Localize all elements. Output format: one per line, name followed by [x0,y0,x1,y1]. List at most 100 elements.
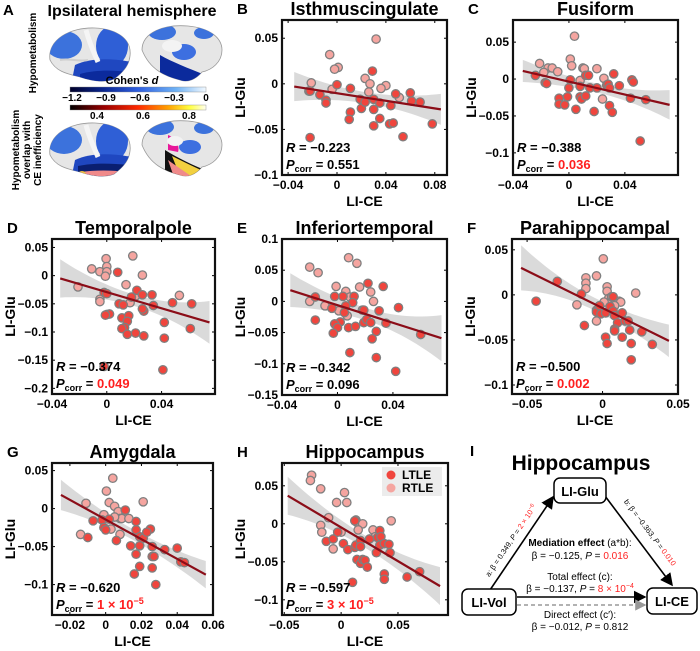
y-tick-label: −0.05 [478,333,509,347]
data-point-ltle [117,323,127,334]
data-point-rtle [329,64,340,75]
p-equals: = [312,377,327,392]
plot-area [60,473,207,590]
data-point-rtle [107,473,118,484]
data-point-rtle [121,279,131,290]
colorbar-blue-tick: 0 [203,93,209,104]
p-equals: = [542,376,557,391]
data-point-rtle [352,258,362,269]
regression-line [520,266,670,342]
data-point-ltle [338,291,348,302]
plot-area [522,31,670,146]
colorbar-blue-tick: −0.3 [164,93,184,104]
y-tick-label: 0.05 [255,31,279,45]
y-tick-label: 0.05 [486,35,510,49]
data-point-rtle [592,63,602,74]
mediation-effect-suffix: (a*b): [604,538,631,549]
y-tick-label: 0.05 [25,240,49,254]
x-tick-label: 0.04 [166,618,190,632]
data-point-rtle [353,525,364,535]
axes-box [280,461,450,617]
data-point-ltle [374,113,385,124]
p-equals: = [543,157,558,172]
legend-label-rtle: RTLE [402,481,433,495]
p-exponent: −5 [134,596,144,606]
data-point-ltle [571,104,581,115]
p-label: P [56,376,65,391]
x-axis-label: LI-CE [346,193,383,209]
r-label: R [286,360,296,375]
data-point-rtle [534,58,545,69]
data-point-ltle [371,352,382,363]
data-point-ltle [328,534,339,544]
colorbar-blue [69,86,207,93]
data-point-rtle [386,515,397,526]
scatter-panel-f: F Parahippocampal −0.05 0 0.05 0.05 0 −0.05 −0.1… [462,218,690,428]
chart-title: Isthmuscingulate [290,0,438,19]
data-point-rtle [363,87,374,97]
data-point-rtle [313,267,323,278]
data-point-rtle [569,31,580,42]
y-tick-label: −0.1 [484,378,508,392]
data-point-rtle [86,264,97,274]
scatter-panel-d: D Temporalpole −0.04 0 0.04 0.05 0 −0.05 −0.1 −0.… [2,218,217,428]
data-point-rtle [315,483,326,494]
mediation-effect-stats: β = −0.125, P = 0.016 [532,551,629,562]
panel-letter-a: A [3,2,14,19]
y-tick-label: −0.1 [485,146,509,160]
mediation-effect-beta: β = −0.125, [532,551,586,562]
x-tick-label: −0.04 [498,178,529,192]
data-point-ltle [345,83,356,94]
x-tick-label: 0 [599,397,606,411]
y-axis-label: LI-Glu [463,77,479,117]
data-point-rtle [339,487,350,498]
data-point-ltle [583,70,594,81]
chart-title: Hippocampus [305,442,424,462]
p-value: 3 × 10 [327,597,364,612]
data-point-ltle [390,89,401,99]
r-label: R [517,140,527,155]
y-tick-label: −0.05 [248,326,279,340]
data-point-rtle [343,252,354,263]
p-value: 0.551 [327,157,360,172]
y-tick-label: −0.1 [254,168,278,182]
scatter-panel-h: H Hippocampus −0.05 0 0.05 0.05 0 −0.05 −0.1 LI-C… [232,442,450,649]
data-point-rtle [95,296,105,307]
p-subscript: corr [295,164,313,174]
row-label-overlap-1: Hypometabolism [11,110,22,191]
scatter-panel-c: C Fusiform −0.04 0 0.04 0.05 0 −0.05 −0.1 LI-CE LI… [463,0,680,209]
data-point-ltle [131,549,141,560]
data-point-ltle [602,338,612,349]
p-label: P [517,157,526,172]
p-exponent: −5 [364,596,374,606]
regression-line [287,494,441,588]
direct-effect-eq: = [592,622,603,633]
y-tick-label: 0.05 [25,464,49,478]
data-point-ltle [367,333,377,344]
p-value: 0.002 [557,376,590,391]
data-point-ltle [562,91,573,102]
total-effect-p-exponent: −4 [626,583,634,590]
direct-effect-p-value: 0.812 [603,622,628,633]
scatter-panel-e: E Inferiortemporal −0.04 0 0.04 0.1 0.05 0 −0.05… [232,218,449,429]
data-point-rtle [138,496,149,507]
panel-letter-e: E [237,220,247,237]
data-point-ltle [628,77,639,87]
data-point-rtle [591,271,602,281]
x-axis-label: LI-CE [347,633,384,649]
data-point-rtle [597,94,608,104]
y-tick-label: 0 [41,502,48,516]
x-tick-label: 0 [103,397,110,411]
data-point-rtle [552,66,563,77]
p-equals: = [82,376,97,391]
p-subscript: corr [295,604,313,614]
data-point-rtle [316,527,327,538]
data-point-ltle [328,328,339,339]
r-value: = −0.223 [295,140,350,155]
r-value: = −0.597 [295,580,350,595]
p-label: P [56,597,65,612]
plot-area [520,245,670,365]
x-tick-label: 0.08 [423,178,447,192]
p-value: 1 × 10 [97,597,134,612]
